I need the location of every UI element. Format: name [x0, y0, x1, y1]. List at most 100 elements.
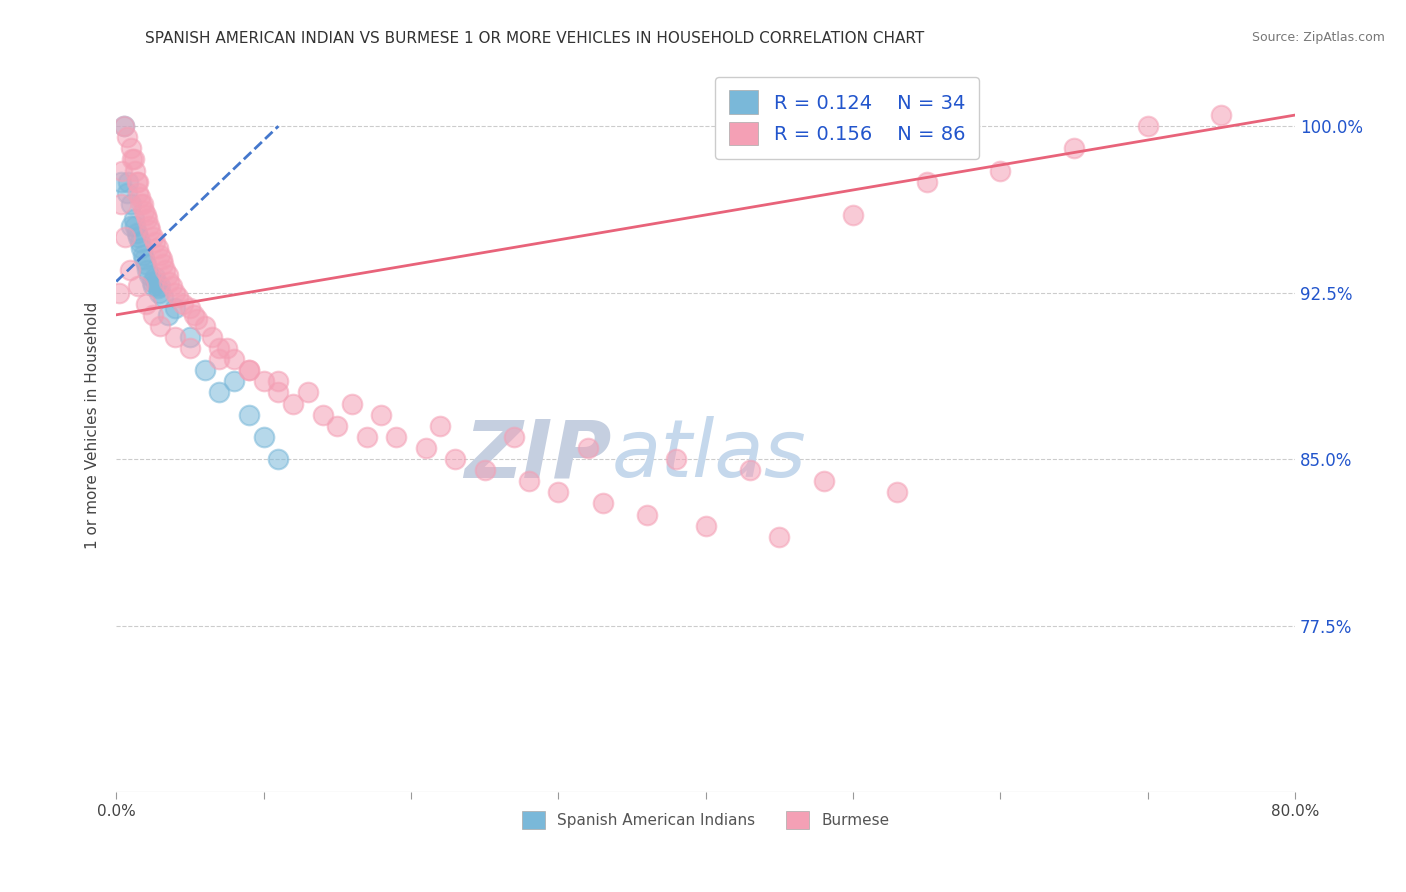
- Point: [886, 485, 908, 500]
- Point: [115, 186, 138, 200]
- Point: [636, 508, 658, 522]
- Point: [134, 203, 156, 218]
- Point: [208, 341, 231, 355]
- Point: [134, 252, 156, 267]
- Point: [146, 241, 169, 255]
- Point: [135, 208, 157, 222]
- Point: [267, 385, 290, 400]
- Point: [201, 330, 224, 344]
- Point: [111, 163, 134, 178]
- Point: [120, 219, 142, 233]
- Point: [127, 186, 149, 200]
- Point: [136, 212, 159, 227]
- Point: [150, 252, 173, 267]
- Legend: Spanish American Indians, Burmese: Spanish American Indians, Burmese: [516, 805, 896, 836]
- Point: [124, 219, 146, 233]
- Point: [326, 418, 349, 433]
- Point: [194, 318, 217, 333]
- Point: [208, 352, 231, 367]
- Point: [112, 119, 135, 133]
- Point: [142, 230, 165, 244]
- Point: [148, 285, 170, 300]
- Point: [142, 279, 165, 293]
- Point: [118, 263, 141, 277]
- Point: [156, 308, 179, 322]
- Point: [238, 363, 260, 377]
- Point: [238, 363, 260, 377]
- Point: [124, 163, 146, 178]
- Point: [224, 375, 246, 389]
- Point: [121, 153, 143, 167]
- Point: [194, 363, 217, 377]
- Point: [252, 430, 274, 444]
- Point: [127, 175, 149, 189]
- Point: [474, 463, 496, 477]
- Point: [179, 330, 201, 344]
- Point: [517, 475, 540, 489]
- Point: [138, 268, 160, 282]
- Point: [768, 530, 790, 544]
- Text: Source: ZipAtlas.com: Source: ZipAtlas.com: [1251, 31, 1385, 45]
- Point: [165, 301, 187, 315]
- Point: [135, 296, 157, 310]
- Point: [156, 268, 179, 282]
- Point: [988, 163, 1011, 178]
- Point: [149, 318, 172, 333]
- Text: atlas: atlas: [612, 416, 806, 494]
- Point: [370, 408, 392, 422]
- Point: [915, 175, 938, 189]
- Point: [415, 441, 437, 455]
- Point: [110, 197, 132, 211]
- Point: [356, 430, 378, 444]
- Point: [128, 235, 150, 249]
- Point: [152, 257, 174, 271]
- Point: [576, 441, 599, 455]
- Point: [547, 485, 569, 500]
- Point: [139, 223, 162, 237]
- Point: [267, 452, 290, 467]
- Point: [297, 385, 319, 400]
- Point: [120, 197, 142, 211]
- Point: [385, 430, 408, 444]
- Text: ZIP: ZIP: [464, 416, 612, 494]
- Point: [125, 226, 148, 240]
- Point: [1063, 141, 1085, 155]
- Point: [146, 281, 169, 295]
- Point: [145, 275, 167, 289]
- Point: [179, 301, 201, 315]
- Point: [115, 130, 138, 145]
- Point: [813, 475, 835, 489]
- Point: [125, 175, 148, 189]
- Point: [141, 275, 163, 289]
- Point: [252, 375, 274, 389]
- Point: [108, 285, 131, 300]
- Point: [179, 341, 201, 355]
- Point: [143, 270, 166, 285]
- Point: [165, 330, 187, 344]
- Point: [120, 141, 142, 155]
- Point: [215, 341, 238, 355]
- Point: [114, 230, 136, 244]
- Point: [122, 153, 145, 167]
- Point: [695, 518, 717, 533]
- Point: [429, 418, 451, 433]
- Point: [157, 275, 180, 289]
- Y-axis label: 1 or more Vehicles in Household: 1 or more Vehicles in Household: [86, 302, 100, 549]
- Point: [172, 296, 194, 310]
- Point: [143, 235, 166, 249]
- Point: [131, 197, 153, 211]
- Point: [186, 312, 208, 326]
- Point: [162, 279, 184, 293]
- Point: [167, 290, 190, 304]
- Point: [152, 290, 174, 304]
- Point: [153, 263, 176, 277]
- Point: [1211, 108, 1233, 122]
- Point: [127, 230, 149, 244]
- Point: [224, 352, 246, 367]
- Point: [127, 279, 149, 293]
- Point: [165, 285, 187, 300]
- Point: [183, 308, 205, 322]
- Point: [135, 257, 157, 271]
- Point: [503, 430, 526, 444]
- Point: [665, 452, 688, 467]
